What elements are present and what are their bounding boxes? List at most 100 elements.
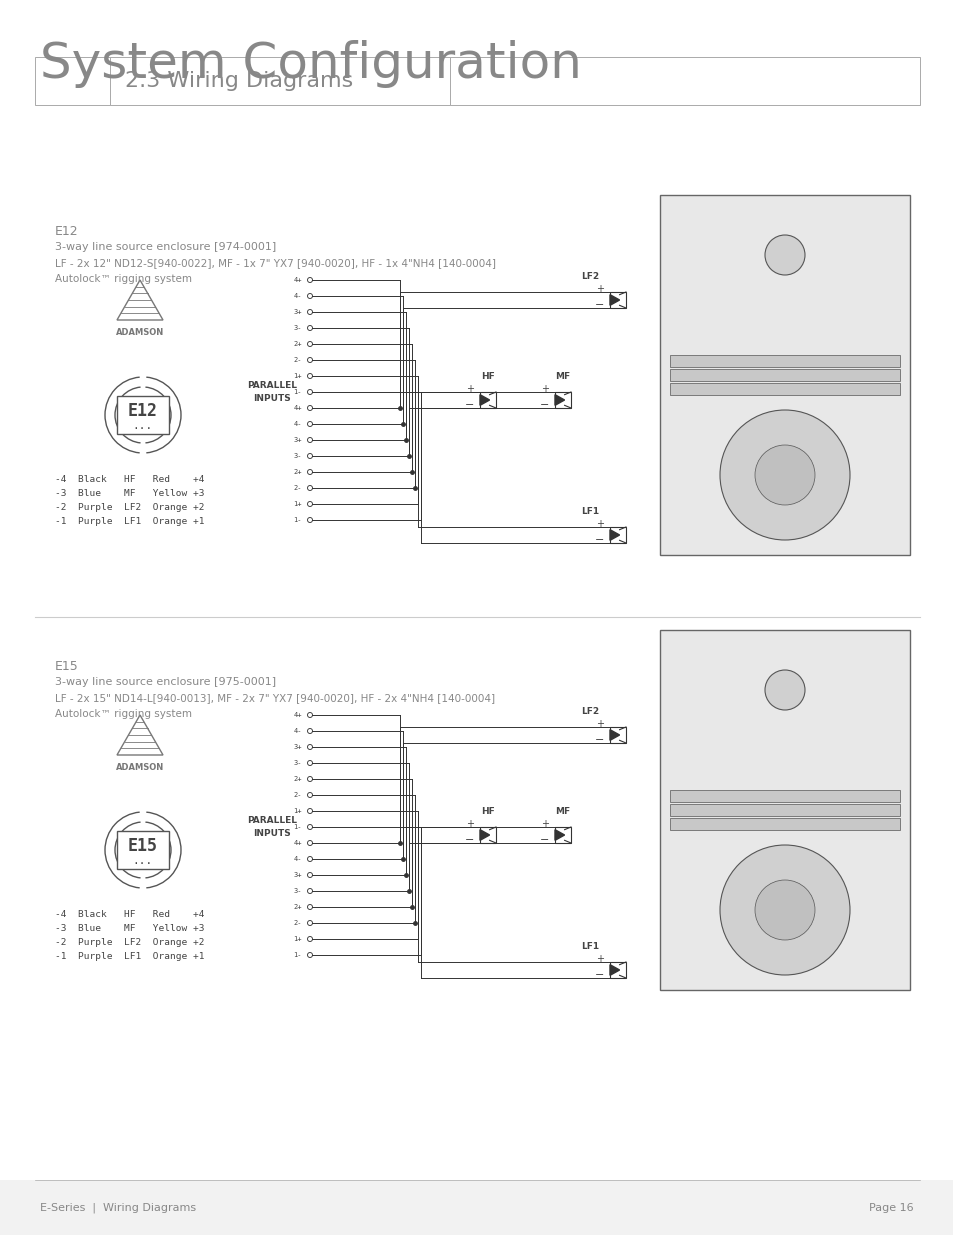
- Text: −: −: [595, 735, 604, 745]
- Text: PARALLEL
INPUTS: PARALLEL INPUTS: [247, 816, 296, 837]
- Text: 1-: 1-: [294, 824, 302, 830]
- Circle shape: [307, 777, 313, 782]
- Bar: [479, 391, 496, 408]
- Polygon shape: [609, 730, 618, 740]
- Bar: [669, 804, 899, 816]
- Bar: [669, 369, 899, 382]
- Text: ADAMSON: ADAMSON: [115, 763, 164, 772]
- Text: 3+: 3+: [294, 872, 302, 878]
- Text: -4  Black   HF   Red    +4: -4 Black HF Red +4: [55, 475, 204, 484]
- Polygon shape: [479, 830, 489, 840]
- Text: E12: E12: [55, 225, 78, 238]
- Text: E-Series  |  Wiring Diagrams: E-Series | Wiring Diagrams: [40, 1203, 196, 1213]
- Circle shape: [307, 357, 313, 363]
- Circle shape: [307, 713, 313, 718]
- Circle shape: [720, 845, 849, 974]
- Text: -3  Blue    MF   Yellow +3: -3 Blue MF Yellow +3: [55, 924, 204, 932]
- Circle shape: [307, 326, 313, 331]
- Bar: [110, 57, 450, 105]
- Text: 2-: 2-: [294, 792, 302, 798]
- Text: 3-: 3-: [294, 888, 302, 894]
- Bar: [450, 57, 919, 105]
- Circle shape: [307, 920, 313, 925]
- Text: −: −: [595, 535, 604, 545]
- Circle shape: [307, 278, 313, 283]
- Circle shape: [307, 745, 313, 750]
- Circle shape: [307, 437, 313, 442]
- Text: +: +: [465, 819, 474, 829]
- Text: +: +: [540, 819, 548, 829]
- Circle shape: [307, 310, 313, 315]
- Text: −: −: [595, 969, 604, 981]
- Text: 3-: 3-: [294, 453, 302, 459]
- Text: 4-: 4-: [294, 293, 302, 299]
- Text: -2  Purple  LF2  Orange +2: -2 Purple LF2 Orange +2: [55, 503, 204, 513]
- Bar: [609, 291, 625, 308]
- Text: HF: HF: [480, 806, 495, 816]
- Bar: [609, 962, 625, 978]
- Circle shape: [307, 421, 313, 426]
- Text: System Configuration: System Configuration: [40, 40, 581, 88]
- Bar: [117, 396, 169, 433]
- Text: E15: E15: [55, 659, 79, 673]
- Text: 3+: 3+: [294, 743, 302, 750]
- Text: 2.3 Wiring Diagrams: 2.3 Wiring Diagrams: [125, 70, 353, 91]
- Text: 3+: 3+: [294, 437, 302, 443]
- Circle shape: [307, 809, 313, 814]
- Text: 4+: 4+: [294, 405, 302, 411]
- Text: -2  Purple  LF2  Orange +2: -2 Purple LF2 Orange +2: [55, 939, 204, 947]
- Circle shape: [307, 729, 313, 734]
- Text: +: +: [596, 953, 603, 965]
- Text: E15: E15: [128, 837, 158, 855]
- Circle shape: [307, 761, 313, 766]
- Text: −: −: [465, 400, 475, 410]
- Text: 3-: 3-: [294, 325, 302, 331]
- Bar: [555, 391, 571, 408]
- Text: −: −: [539, 400, 549, 410]
- Bar: [479, 827, 496, 844]
- Text: LF2: LF2: [580, 272, 598, 282]
- Bar: [669, 818, 899, 830]
- Text: -1  Purple  LF1  Orange +1: -1 Purple LF1 Orange +1: [55, 517, 204, 526]
- Text: 4+: 4+: [294, 840, 302, 846]
- Text: 3-way line source enclosure [975-0001]: 3-way line source enclosure [975-0001]: [55, 677, 275, 687]
- Text: Autolock™ rigging system: Autolock™ rigging system: [55, 274, 192, 284]
- Polygon shape: [479, 395, 489, 405]
- Text: +: +: [540, 384, 548, 394]
- Text: LF2: LF2: [580, 706, 598, 716]
- Circle shape: [307, 373, 313, 378]
- Text: +: +: [596, 719, 603, 729]
- Bar: [669, 790, 899, 802]
- Bar: [609, 727, 625, 743]
- Bar: [117, 831, 169, 869]
- Text: 3-: 3-: [294, 760, 302, 766]
- Text: 1+: 1+: [294, 501, 302, 508]
- Text: +: +: [465, 384, 474, 394]
- Text: 3+: 3+: [294, 309, 302, 315]
- Text: 2-: 2-: [294, 485, 302, 492]
- Circle shape: [720, 410, 849, 540]
- Bar: [659, 630, 909, 990]
- Text: 4+: 4+: [294, 277, 302, 283]
- Text: 4-: 4-: [294, 421, 302, 427]
- Text: 2+: 2+: [294, 904, 302, 910]
- Text: E12: E12: [128, 403, 158, 420]
- Text: MF: MF: [555, 806, 570, 816]
- Bar: [0, 1179, 953, 1235]
- Text: LF1: LF1: [580, 508, 598, 516]
- Circle shape: [307, 469, 313, 474]
- Text: −: −: [465, 835, 475, 845]
- Text: -4  Black   HF   Red    +4: -4 Black HF Red +4: [55, 910, 204, 919]
- Circle shape: [307, 342, 313, 347]
- Bar: [659, 195, 909, 555]
- Circle shape: [307, 389, 313, 394]
- Polygon shape: [609, 530, 618, 541]
- Text: 1-: 1-: [294, 517, 302, 522]
- Circle shape: [307, 793, 313, 798]
- Text: HF: HF: [480, 372, 495, 382]
- Text: −: −: [595, 300, 604, 310]
- Bar: [669, 354, 899, 367]
- Circle shape: [307, 888, 313, 893]
- Circle shape: [307, 952, 313, 957]
- Text: ...: ...: [132, 421, 153, 431]
